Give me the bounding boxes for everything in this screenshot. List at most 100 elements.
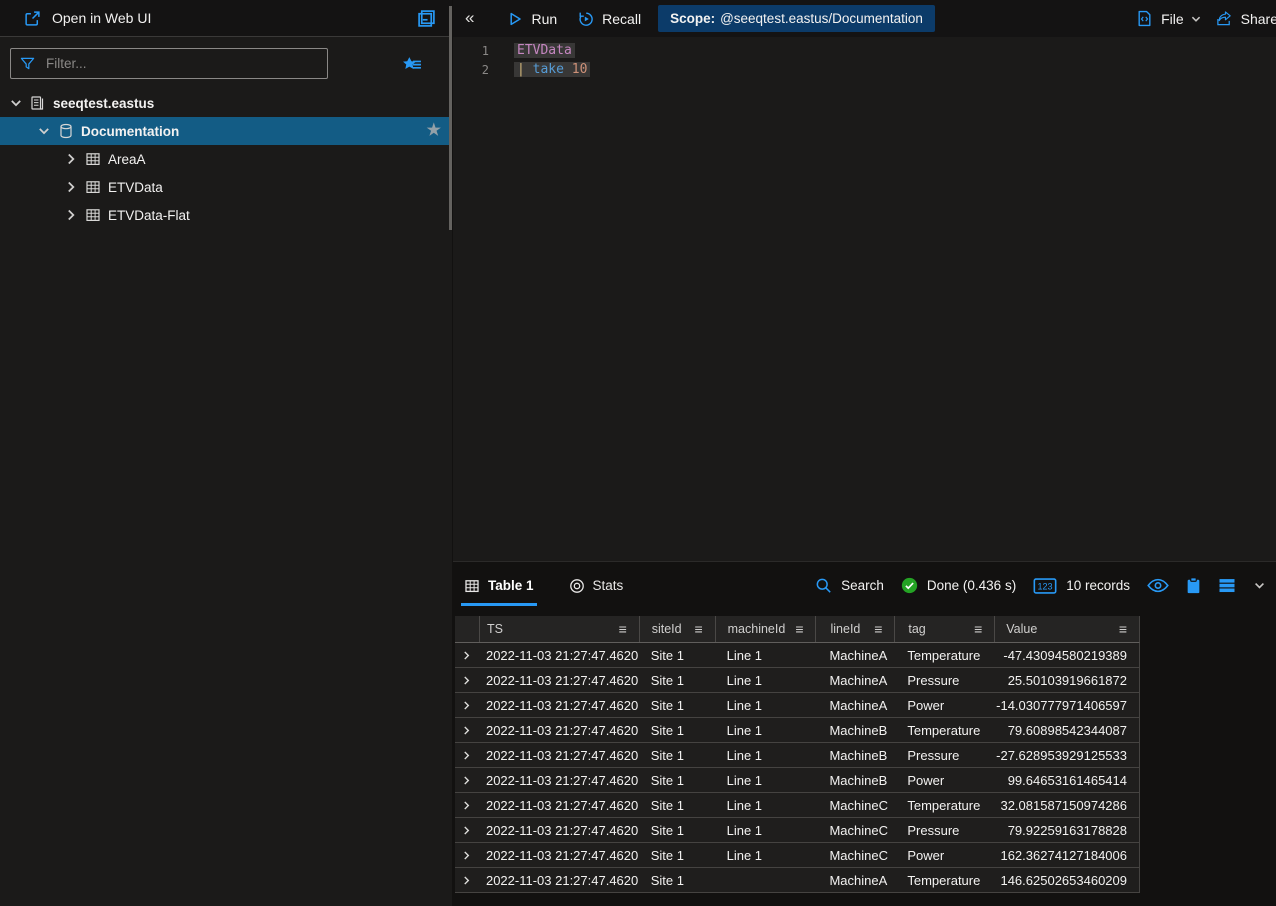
collapse-sidebar-icon[interactable] bbox=[417, 9, 436, 28]
collapse-panel-icon[interactable]: « bbox=[465, 7, 475, 27]
tab-stats[interactable]: Stats bbox=[566, 562, 627, 609]
cell-TS: 2022-11-03 21:27:47.4620 bbox=[485, 697, 639, 713]
column-menu-icon[interactable]: ≡ bbox=[618, 621, 627, 637]
table-row[interactable]: 2022-11-03 21:27:47.4620 Site 1 Line 1 Mach… bbox=[455, 793, 1140, 818]
clipboard-icon[interactable] bbox=[1186, 577, 1201, 594]
run-button[interactable]: Run bbox=[507, 11, 557, 27]
column-header-machineId[interactable]: machineId ≡ bbox=[714, 616, 816, 642]
cell-tag: Power bbox=[907, 697, 945, 713]
favorite-star-icon[interactable]: ★ bbox=[426, 122, 441, 139]
table-label: AreaA bbox=[108, 151, 146, 167]
table-row[interactable]: 2022-11-03 21:27:47.4620 Site 1 Line 1 Mach… bbox=[455, 643, 1140, 668]
table-row[interactable]: 2022-11-03 21:27:47.4620 Site 1 Line 1 Mach… bbox=[455, 668, 1140, 693]
chevron-right-icon[interactable] bbox=[64, 152, 78, 166]
chevron-down-icon[interactable] bbox=[1253, 579, 1266, 592]
cell-tag: Pressure bbox=[907, 672, 960, 688]
external-link-icon bbox=[24, 10, 41, 27]
cell-TS: 2022-11-03 21:27:47.4620 bbox=[485, 722, 639, 738]
toolbar-right: File Share bbox=[1136, 10, 1276, 27]
share-menu-label[interactable]: Share bbox=[1240, 10, 1276, 27]
chevron-right-icon[interactable] bbox=[64, 180, 78, 194]
column-header-label: lineId bbox=[830, 622, 861, 636]
eye-icon[interactable] bbox=[1147, 578, 1169, 593]
query-editor[interactable]: 1 ETVData 2 | take 10 bbox=[453, 37, 1276, 561]
table-row[interactable]: 2022-11-03 21:27:47.4620 Site 1 Line 1 Mach… bbox=[455, 743, 1140, 768]
table-row[interactable]: 2022-11-03 21:27:47.4620 Site 1 Line 1 Mach… bbox=[455, 718, 1140, 743]
column-menu-icon[interactable]: ≡ bbox=[694, 621, 703, 637]
chevron-down-icon[interactable] bbox=[1190, 13, 1202, 25]
cell-Value: 32.081587150974286 bbox=[1000, 797, 1127, 813]
tree-node-database-selected[interactable]: Documentation ★ bbox=[0, 117, 452, 145]
cell-Value: -27.628953929125533 bbox=[996, 747, 1127, 763]
query-panel: « Run Recall Scope: @seeqtest.eastus/Doc… bbox=[453, 0, 1276, 906]
row-expand-icon[interactable] bbox=[455, 775, 479, 786]
connection-tree: seeqtest.eastus Documentation ★ AreaA ETV… bbox=[0, 89, 452, 229]
chevron-right-icon[interactable] bbox=[64, 208, 78, 222]
cell-TS: 2022-11-03 21:27:47.4620 bbox=[485, 647, 639, 663]
column-header-Value[interactable]: Value ≡ bbox=[994, 616, 1139, 642]
cell-tag: Pressure bbox=[907, 747, 960, 763]
tab-table-1[interactable]: Table 1 bbox=[461, 562, 537, 609]
table-row[interactable]: 2022-11-03 21:27:47.4620 Site 1 Line 1 Mach… bbox=[455, 693, 1140, 718]
column-header-label: tag bbox=[908, 622, 926, 636]
scope-chip[interactable]: Scope: @seeqtest.eastus/Documentation bbox=[658, 5, 935, 32]
row-layout-icon[interactable] bbox=[1218, 578, 1236, 593]
row-expand-icon[interactable] bbox=[455, 675, 479, 686]
sidebar-item-etvdata[interactable]: ETVData bbox=[0, 173, 452, 201]
column-header-lineId[interactable]: lineId ≡ bbox=[815, 616, 894, 642]
search-icon bbox=[815, 577, 832, 594]
table-row[interactable]: 2022-11-03 21:27:47.4620 Site 1 Line 1 Mach… bbox=[455, 818, 1140, 843]
row-expand-icon[interactable] bbox=[455, 700, 479, 711]
sidebar-item-etvdata-flat[interactable]: ETVData-Flat bbox=[0, 201, 452, 229]
column-menu-icon[interactable]: ≡ bbox=[1118, 621, 1128, 637]
row-expand-icon[interactable] bbox=[455, 800, 479, 811]
column-header-siteId[interactable]: siteId ≡ bbox=[638, 616, 715, 642]
row-expand-icon[interactable] bbox=[455, 825, 479, 836]
column-menu-icon[interactable]: ≡ bbox=[795, 621, 804, 637]
column-menu-icon[interactable]: ≡ bbox=[974, 621, 983, 637]
cell-tag: Temperature bbox=[907, 872, 981, 888]
tab-table-1-label: Table 1 bbox=[488, 578, 534, 593]
chevron-down-icon[interactable] bbox=[9, 96, 23, 110]
filter-row bbox=[10, 48, 442, 79]
row-expand-icon[interactable] bbox=[455, 725, 479, 736]
recall-button[interactable]: Recall bbox=[578, 11, 641, 27]
cell-TS: 2022-11-03 21:27:47.4620 bbox=[485, 672, 639, 688]
sidebar-scrollbar-thumb[interactable] bbox=[449, 6, 452, 230]
row-expand-icon[interactable] bbox=[455, 750, 479, 761]
tab-stats-label: Stats bbox=[592, 578, 624, 593]
query-toolbar: « Run Recall Scope: @seeqtest.eastus/Doc… bbox=[453, 0, 1276, 37]
column-header-tag[interactable]: tag ≡ bbox=[894, 616, 994, 642]
row-expand-icon[interactable] bbox=[455, 875, 479, 886]
filter-input[interactable] bbox=[44, 55, 318, 72]
open-in-web-ui-button[interactable]: Open in Web UI bbox=[24, 10, 151, 27]
favorites-filter-icon[interactable] bbox=[403, 56, 422, 72]
column-menu-icon[interactable]: ≡ bbox=[874, 621, 883, 637]
file-menu-label[interactable]: File bbox=[1161, 10, 1184, 27]
expander-header-cell bbox=[455, 616, 479, 642]
table-icon bbox=[85, 179, 101, 195]
table-row[interactable]: 2022-11-03 21:27:47.4620 Site 1 MachineA Te… bbox=[455, 868, 1140, 893]
table-row[interactable]: 2022-11-03 21:27:47.4620 Site 1 Line 1 Mach… bbox=[455, 768, 1140, 793]
run-label: Run bbox=[531, 10, 558, 27]
cell-lineId: MachineC bbox=[829, 847, 888, 863]
tree-node-cluster[interactable]: seeqtest.eastus bbox=[0, 89, 452, 117]
chevron-down-icon[interactable] bbox=[37, 124, 51, 138]
column-header-TS[interactable]: TS ≡ bbox=[478, 616, 639, 642]
row-expand-icon[interactable] bbox=[455, 650, 479, 661]
sidebar-item-areaa[interactable]: AreaA bbox=[0, 145, 452, 173]
file-icon bbox=[1136, 10, 1153, 27]
cell-Value: -14.030777971406597 bbox=[996, 697, 1127, 713]
cell-machineId: Line 1 bbox=[726, 772, 763, 788]
table-row[interactable]: 2022-11-03 21:27:47.4620 Site 1 Line 1 Mach… bbox=[455, 843, 1140, 868]
row-expand-icon[interactable] bbox=[455, 850, 479, 861]
records-123-icon: 123 bbox=[1033, 577, 1057, 594]
search-button[interactable]: Search bbox=[815, 577, 884, 594]
cluster-label: seeqtest.eastus bbox=[53, 95, 155, 111]
cell-Value: 25.50103919661872 bbox=[1007, 672, 1127, 688]
table-label: ETVData bbox=[108, 179, 163, 195]
grid-header-row: TS ≡ siteId ≡ machineId ≡ lineId ≡ tag ≡ Value ≡ bbox=[455, 616, 1140, 643]
line-number: 2 bbox=[481, 62, 489, 77]
recall-icon bbox=[578, 11, 594, 27]
scope-value: @seeqtest.eastus/Documentation bbox=[720, 11, 923, 26]
